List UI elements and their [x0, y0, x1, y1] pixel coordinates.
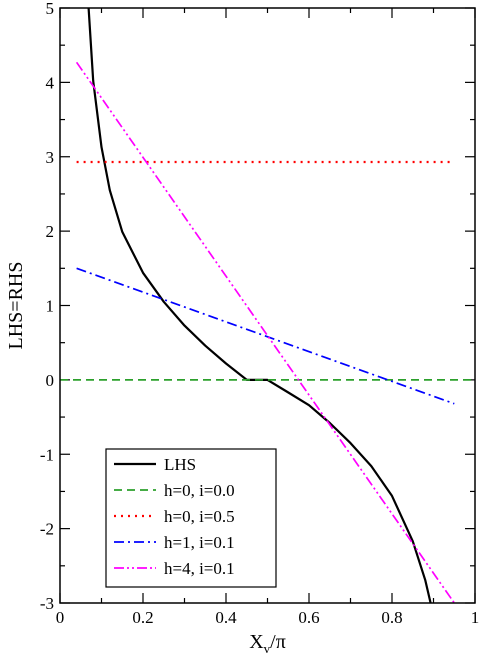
- legend-label: h=0, i=0.5: [164, 507, 235, 526]
- y-tick-label: -3: [40, 594, 54, 613]
- series-line-h-1-i-0-1: [76, 267, 455, 405]
- y-tick-label: 2: [46, 222, 55, 241]
- x-axis-title-subscript: v: [264, 641, 271, 656]
- y-tick-label: -1: [40, 445, 54, 464]
- legend-label: LHS: [164, 455, 196, 474]
- legend-box: [105, 448, 277, 588]
- series-line-h-4-i-0-1: [75, 61, 455, 604]
- legend: LHS h=0, i=0.0 h=0, i=0.5 h=1, i=0.1 h=4, i=…: [105, 448, 277, 588]
- x-tick-label: 0: [56, 608, 65, 627]
- y-tick-label: 5: [46, 0, 55, 18]
- x-axis-title: Xv/π: [249, 631, 286, 656]
- y-tick-label: -2: [40, 520, 54, 539]
- x-tick-label: 0.6: [298, 608, 319, 627]
- plot-frame: [59, 7, 476, 604]
- y-tick-label: 3: [46, 148, 55, 167]
- x-axis-ticks: 0 0.2 0.4 0.6 0.8 1: [56, 8, 480, 627]
- x-axis-title-suffix: /π: [270, 631, 286, 653]
- x-tick-label: 1: [471, 608, 480, 627]
- y-axis-title: LHS=RHS: [5, 262, 27, 350]
- x-axis-title-main: X: [249, 631, 264, 653]
- y-tick-label: 0: [46, 371, 55, 390]
- legend-label: h=0, i=0.0: [164, 481, 235, 500]
- x-tick-label: 0.2: [132, 608, 153, 627]
- legend-label: h=4, i=0.1: [164, 559, 235, 578]
- y-tick-label: 1: [46, 297, 55, 316]
- legend-label: h=1, i=0.1: [164, 533, 235, 552]
- x-tick-label: 0.8: [381, 608, 402, 627]
- y-tick-label: 4: [46, 73, 55, 92]
- x-tick-label: 0.4: [215, 608, 237, 627]
- series-layer: [60, 7, 475, 604]
